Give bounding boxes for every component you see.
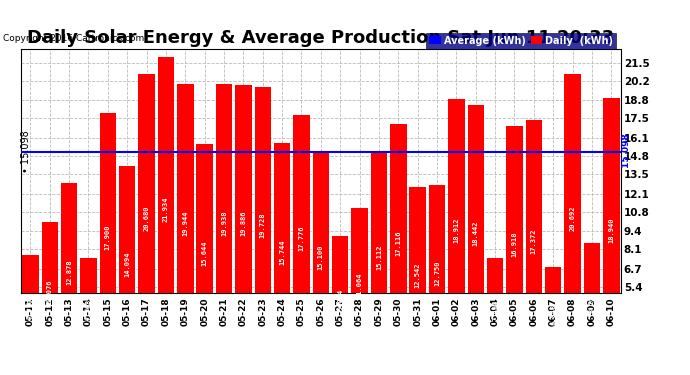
Text: 14.094: 14.094 xyxy=(124,251,130,277)
Text: 17.116: 17.116 xyxy=(395,230,402,256)
Bar xyxy=(526,120,542,362)
Bar xyxy=(428,184,445,362)
Bar xyxy=(61,183,77,362)
Bar xyxy=(351,208,368,362)
Text: 20.692: 20.692 xyxy=(569,205,575,231)
Text: 17.776: 17.776 xyxy=(299,226,304,251)
Text: 10.076: 10.076 xyxy=(47,279,52,305)
Bar xyxy=(371,152,387,362)
Text: 15.098: 15.098 xyxy=(622,133,631,171)
Bar xyxy=(235,85,252,362)
Text: 18.912: 18.912 xyxy=(453,217,460,243)
Bar xyxy=(80,258,97,362)
Bar xyxy=(409,188,426,362)
Text: 7.494: 7.494 xyxy=(492,299,498,321)
Text: 15.744: 15.744 xyxy=(279,240,285,265)
Bar xyxy=(138,74,155,362)
Bar xyxy=(177,84,193,362)
Bar xyxy=(313,152,329,362)
Text: 7.508: 7.508 xyxy=(86,299,92,321)
Text: 19.938: 19.938 xyxy=(221,210,227,236)
Bar xyxy=(564,74,581,362)
Text: 17.900: 17.900 xyxy=(105,225,111,250)
Bar xyxy=(99,113,116,362)
Text: 16.918: 16.918 xyxy=(511,232,518,257)
Text: 19.728: 19.728 xyxy=(259,212,266,237)
Bar xyxy=(274,143,290,362)
Bar xyxy=(390,124,406,362)
Text: • 15.098: • 15.098 xyxy=(21,130,30,173)
Text: 15.644: 15.644 xyxy=(201,240,208,266)
Text: 12.750: 12.750 xyxy=(434,261,440,286)
Text: 18.940: 18.940 xyxy=(609,217,614,243)
Bar xyxy=(468,105,484,362)
Bar xyxy=(545,267,562,362)
Text: 7.710: 7.710 xyxy=(28,298,33,319)
Text: 6.848: 6.848 xyxy=(550,304,556,325)
Bar xyxy=(603,98,620,362)
Text: 19.886: 19.886 xyxy=(240,211,246,236)
Bar xyxy=(255,87,271,362)
Text: 15.100: 15.100 xyxy=(318,244,324,270)
Bar xyxy=(41,222,58,362)
Bar xyxy=(584,243,600,362)
Bar xyxy=(119,166,135,362)
Bar xyxy=(216,84,233,362)
Bar xyxy=(506,126,523,362)
Bar xyxy=(332,236,348,362)
Text: 12.878: 12.878 xyxy=(66,260,72,285)
Legend: Average (kWh), Daily  (kWh): Average (kWh), Daily (kWh) xyxy=(426,33,616,49)
Text: 18.442: 18.442 xyxy=(473,221,479,246)
Bar xyxy=(22,255,39,362)
Bar xyxy=(158,57,174,362)
Bar xyxy=(197,144,213,362)
Text: 15.112: 15.112 xyxy=(376,244,382,270)
Text: 21.934: 21.934 xyxy=(163,196,169,222)
Bar xyxy=(448,99,464,362)
Text: 20.680: 20.680 xyxy=(144,206,150,231)
Text: 11.064: 11.064 xyxy=(357,272,362,298)
Text: 8.560: 8.560 xyxy=(589,292,595,313)
Text: 9.064: 9.064 xyxy=(337,288,343,310)
Text: 12.542: 12.542 xyxy=(415,262,421,288)
Bar xyxy=(487,258,504,362)
Text: 19.944: 19.944 xyxy=(182,210,188,236)
Bar xyxy=(293,114,310,362)
Title: Daily Solar Energy & Average Production Sat Jun 11 20:33: Daily Solar Energy & Average Production … xyxy=(28,29,614,47)
Text: Copyright 2016 Cartronics.com: Copyright 2016 Cartronics.com xyxy=(3,34,145,43)
Text: 17.372: 17.372 xyxy=(531,228,537,254)
